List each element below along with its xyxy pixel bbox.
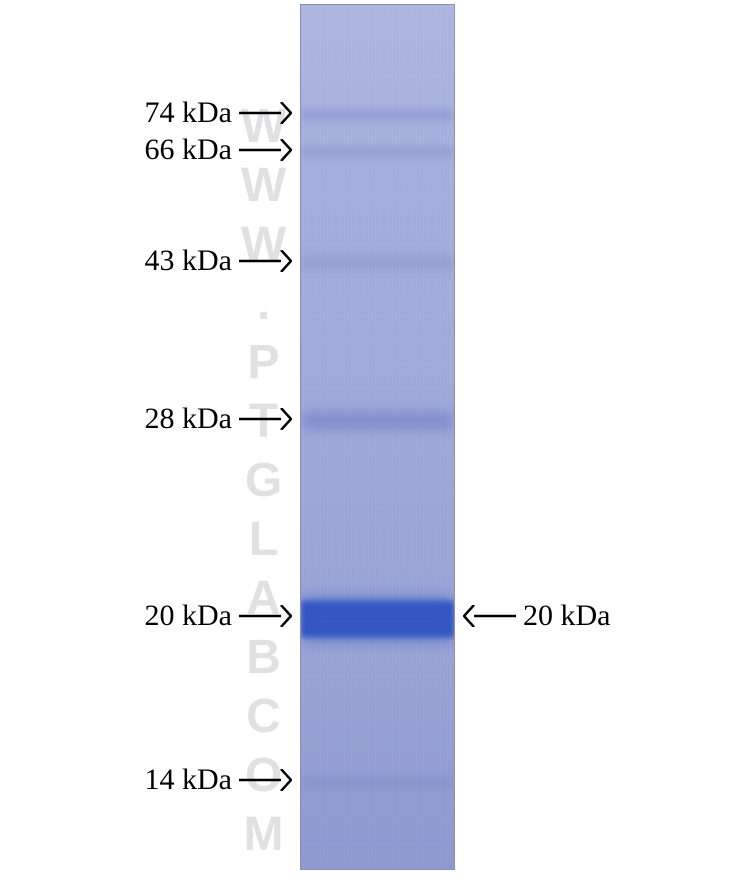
marker-label-text: 14 kDa	[145, 763, 232, 797]
marker-label-text: 43 kDa	[145, 244, 232, 278]
marker-74kda-left: 74 kDa	[0, 94, 292, 132]
watermark-text: WWW.PTGLABCOM	[236, 100, 291, 867]
arrow-left-icon	[463, 605, 517, 627]
band-66kda	[301, 147, 454, 157]
arrow-right-icon	[238, 769, 292, 791]
arrow-right-icon	[238, 250, 292, 272]
band-20kda-halo	[301, 597, 454, 641]
arrow-right-icon	[238, 605, 292, 627]
marker-label-text: 20 kDa	[523, 599, 610, 633]
marker-label-text: 20 kDa	[145, 599, 232, 633]
band-28kda	[301, 412, 454, 430]
marker-66kda-left: 66 kDa	[0, 131, 292, 169]
marker-label-text: 74 kDa	[145, 96, 232, 130]
marker-20kda-right: 20 kDa	[463, 597, 740, 635]
gel-image: WWW.PTGLABCOM 74 kDa 66 kDa 43 kDa 28 kD…	[0, 0, 740, 878]
gel-lane-texture	[301, 5, 454, 869]
gel-lane	[300, 4, 455, 870]
band-74kda	[301, 110, 454, 120]
marker-14kda-left: 14 kDa	[0, 761, 292, 799]
marker-label-text: 66 kDa	[145, 133, 232, 167]
marker-20kda-left: 20 kDa	[0, 597, 292, 635]
marker-label-text: 28 kDa	[145, 402, 232, 436]
marker-28kda-left: 28 kDa	[0, 400, 292, 438]
band-43kda	[301, 257, 454, 269]
marker-43kda-left: 43 kDa	[0, 242, 292, 280]
band-14kda	[301, 777, 454, 787]
arrow-right-icon	[238, 139, 292, 161]
arrow-right-icon	[238, 102, 292, 124]
arrow-right-icon	[238, 408, 292, 430]
